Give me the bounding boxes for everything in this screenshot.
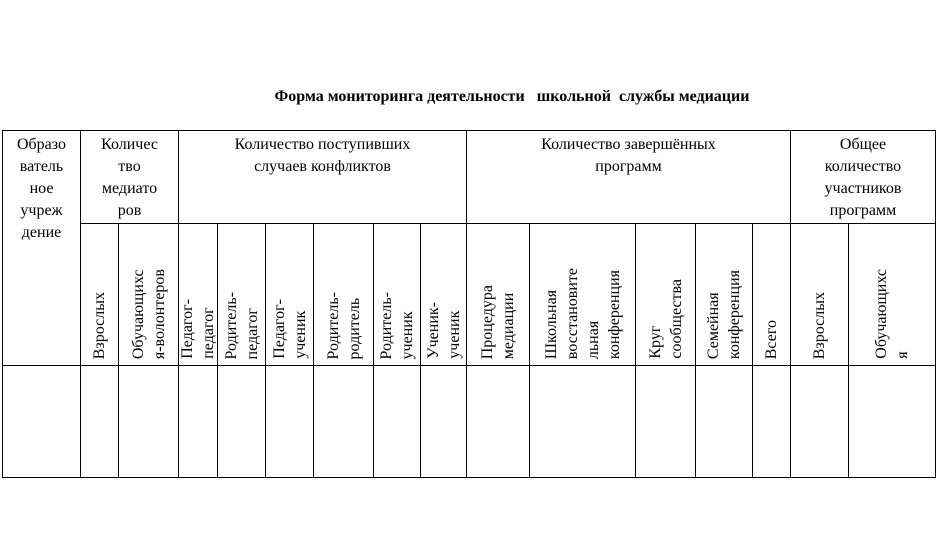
subheader-label: Обучающихс я xyxy=(873,269,911,359)
subheader-cell: Взрослых xyxy=(790,223,848,365)
table-cell[interactable] xyxy=(529,365,635,477)
subheader-cell: Родитель- ученик xyxy=(373,223,420,365)
subheader-cell: Взрослых xyxy=(80,223,118,365)
subheader-label: Школьная восстановите льная конференция xyxy=(542,267,623,359)
table-cell[interactable] xyxy=(420,365,466,477)
subheader-label: Обучающихс я-волонтеров xyxy=(129,268,168,359)
table-cell[interactable] xyxy=(848,365,935,477)
table-border-bottom xyxy=(2,477,936,478)
table-cell[interactable] xyxy=(80,365,118,477)
header-participants: Общее количество участников программ xyxy=(790,130,935,223)
subheader-label: Взрослых xyxy=(811,291,828,359)
subheader-label: Семейная конференция xyxy=(705,269,743,359)
subheader-label: Родитель- ученик xyxy=(378,291,416,359)
table-cell[interactable] xyxy=(373,365,420,477)
table-cell[interactable] xyxy=(695,365,752,477)
subheader-cell: Обучающихс я xyxy=(848,223,935,365)
subheader-label: Всего xyxy=(763,319,780,359)
subheader-cell: Родитель- родитель xyxy=(313,223,373,365)
table-cell[interactable] xyxy=(178,365,217,477)
subheader-cell: Процедура медиации xyxy=(466,223,529,365)
subheader-cell: Обучающихс я-волонтеров xyxy=(118,223,178,365)
subheader-label: Педагог- педагог xyxy=(179,299,217,359)
table-cell[interactable] xyxy=(752,365,790,477)
table-cell[interactable] xyxy=(265,365,313,477)
subheader-label: Педагог- ученик xyxy=(270,299,309,359)
subheader-cell: Круг сообщества xyxy=(635,223,695,365)
header-completed: Количество завершённых программ xyxy=(466,130,790,223)
header-cases: Количество поступивших случаев конфликто… xyxy=(178,130,466,223)
subheader-label: Родитель- педагог xyxy=(222,291,261,359)
header-institution: Образо ватель ное учреж дение xyxy=(2,130,80,365)
subheader-label: Процедура медиации xyxy=(479,284,517,359)
subheader-label: Взрослых xyxy=(91,291,108,359)
subheader-label: Ученик- ученик xyxy=(424,302,463,359)
subheader-cell: Педагог- ученик xyxy=(265,223,313,365)
table-cell[interactable] xyxy=(217,365,265,477)
table-cell[interactable] xyxy=(466,365,529,477)
page-title: Форма мониторинга деятельности школьной … xyxy=(274,88,750,105)
table-cell[interactable] xyxy=(118,365,178,477)
subheader-cell: Семейная конференция xyxy=(695,223,752,365)
subheader-cell: Всего xyxy=(752,223,790,365)
table-cell[interactable] xyxy=(635,365,695,477)
header-mediators: Количес тво медиато ров xyxy=(80,130,178,223)
subheader-label: Круг сообщества xyxy=(646,279,685,359)
subheader-label: Родитель- родитель xyxy=(324,291,363,359)
subheader-cell: Родитель- педагог xyxy=(217,223,265,365)
subheader-cell: Педагог- педагог xyxy=(178,223,217,365)
subheader-cell: Ученик- ученик xyxy=(420,223,466,365)
table-cell[interactable] xyxy=(313,365,373,477)
table-cell[interactable] xyxy=(2,365,80,477)
subheader-cell: Школьная восстановите льная конференция xyxy=(529,223,635,365)
table-border-right xyxy=(935,130,936,478)
table-cell[interactable] xyxy=(790,365,848,477)
